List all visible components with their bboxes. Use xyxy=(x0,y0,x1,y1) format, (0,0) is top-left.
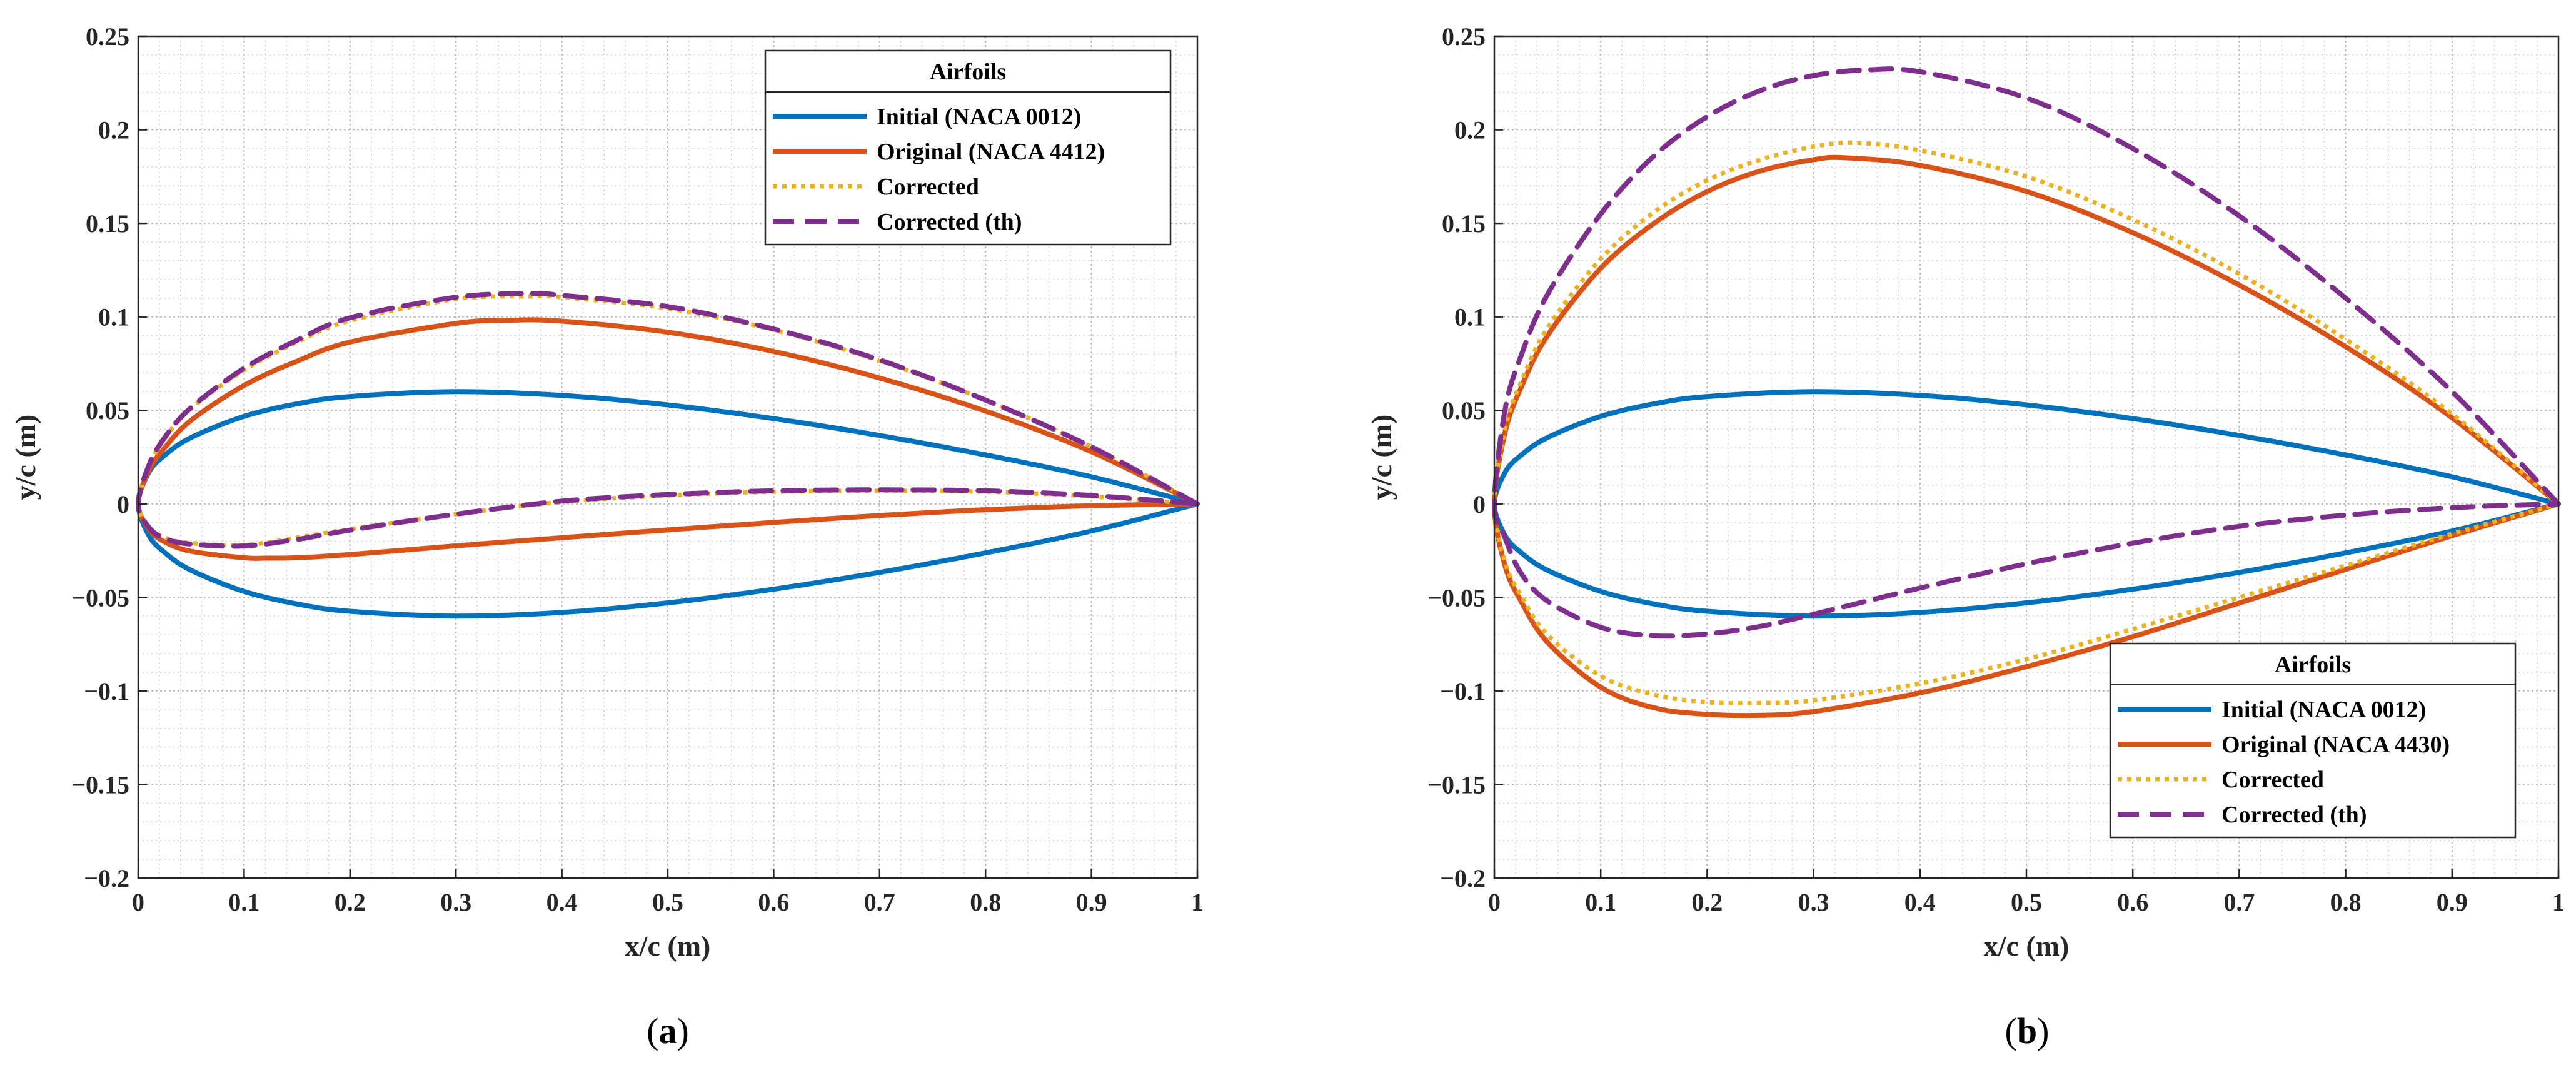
x-tick-label: 1 xyxy=(1191,888,1204,916)
y-tick-label: −0.2 xyxy=(1440,864,1486,892)
subfigure-label-a: (a) xyxy=(647,1011,689,1051)
y-tick-label: −0.1 xyxy=(1440,677,1486,705)
legend-label-corrected-th: Corrected (th) xyxy=(877,209,1022,235)
y-axis-label: y/c (m) xyxy=(9,415,41,500)
y-tick-label: −0.1 xyxy=(84,677,129,705)
tick-labels: 0 0.1 0.2 0.3 0.4 0.5 0.6 0.7 0.8 0.9 1 −0.2 −0.15 −0… xyxy=(71,23,1204,916)
x-tick-label: 0.7 xyxy=(864,888,895,916)
y-tick-label: 0 xyxy=(1473,490,1486,518)
x-tick-label: 0.6 xyxy=(2117,888,2148,916)
chart-panel-b: 0 0.1 0.2 0.3 0.4 0.5 0.6 0.7 0.8 0.9 1 −0.2 −0.15 −0… xyxy=(1366,23,2565,962)
legend-box xyxy=(2109,642,2517,839)
x-tick-label: 0.7 xyxy=(2223,888,2255,916)
x-tick-label: 0.6 xyxy=(758,888,789,916)
x-tick-label: 0.1 xyxy=(1585,888,1616,916)
x-tick-label: 0.1 xyxy=(228,888,259,916)
x-tick-label: 0.5 xyxy=(2011,888,2042,916)
x-tick-label: 0 xyxy=(132,888,144,916)
x-axis-label: x/c (m) xyxy=(625,930,711,962)
series-line-corrected-th xyxy=(1492,66,2561,639)
y-tick-label: 0.15 xyxy=(1442,209,1486,238)
x-axis-label: x/c (m) xyxy=(1984,930,2070,962)
subfigure-label-b: (b) xyxy=(2005,1011,2050,1051)
y-tick-label: 0.1 xyxy=(1454,303,1486,331)
x-tick-label: 0.4 xyxy=(1904,888,1936,916)
x-tick-label: 1 xyxy=(2552,888,2565,916)
x-tick-label: 0.2 xyxy=(1691,888,1723,916)
y-tick-label: 0.2 xyxy=(1454,116,1486,144)
y-tick-label: 0.25 xyxy=(86,23,129,51)
legend-label-original-naca-4430: Original (NACA 4430) xyxy=(2221,732,2450,758)
tick-labels: 0 0.1 0.2 0.3 0.4 0.5 0.6 0.7 0.8 0.9 1 −0.2 −0.15 −0… xyxy=(1427,23,2565,916)
subfigure-letter-a: a xyxy=(659,1011,677,1051)
x-tick-label: 0.3 xyxy=(1798,888,1829,916)
x-tick-label: 0.8 xyxy=(970,888,1001,916)
x-tick-label: 0.8 xyxy=(2330,888,2362,916)
x-tick-label: 0.9 xyxy=(1076,888,1107,916)
legend-label-initial-naca-0012: Initial (NACA 0012) xyxy=(877,104,1081,130)
y-tick-label: −0.15 xyxy=(1427,770,1486,799)
y-tick-label: 0.2 xyxy=(98,116,129,144)
y-tick-label: 0 xyxy=(117,490,129,518)
x-tick-label: 0.2 xyxy=(335,888,366,916)
y-tick-label: 0.05 xyxy=(1442,396,1486,425)
legend-box xyxy=(764,49,1172,246)
legend-label-initial-naca-0012: Initial (NACA 0012) xyxy=(2221,697,2426,723)
legend-label-corrected: Corrected xyxy=(2221,767,2324,793)
y-tick-label: −0.2 xyxy=(84,864,129,892)
x-tick-label: 0.4 xyxy=(546,888,578,916)
subfigure-letter-b: b xyxy=(2017,1011,2037,1051)
x-tick-label: 0.5 xyxy=(652,888,683,916)
x-tick-label: 0 xyxy=(1488,888,1501,916)
legend: Airfoils Initial (NACA 0012) Original (NAC… xyxy=(764,49,1172,246)
y-tick-label: −0.05 xyxy=(71,583,129,612)
legend: Airfoils Initial (NACA 0012) Original (NAC… xyxy=(2109,642,2517,839)
y-tick-label: −0.15 xyxy=(71,770,129,799)
y-tick-label: 0.15 xyxy=(86,209,129,238)
x-tick-label: 0.9 xyxy=(2437,888,2468,916)
series-line-initial-naca-0012 xyxy=(1492,389,2561,619)
y-tick-label: 0.25 xyxy=(1442,23,1486,51)
legend-label-original-naca-4412: Original (NACA 4412) xyxy=(877,139,1105,165)
y-tick-label: −0.05 xyxy=(1427,583,1486,612)
legend-label-corrected: Corrected xyxy=(877,174,979,200)
x-tick-label: 0.3 xyxy=(440,888,471,916)
series-line-corrected-th xyxy=(136,291,1200,549)
y-tick-label: 0.1 xyxy=(98,303,129,331)
chart-panel-a: 0 0.1 0.2 0.3 0.4 0.5 0.6 0.7 0.8 0.9 1 −0.2 −0.15 −0… xyxy=(9,23,1204,962)
legend-label-corrected-th: Corrected (th) xyxy=(2221,802,2367,828)
legend-title: Airfoils xyxy=(2275,652,2351,678)
y-tick-label: 0.05 xyxy=(86,396,129,425)
legend-title: Airfoils xyxy=(930,59,1006,85)
y-axis-label: y/c (m) xyxy=(1366,415,1397,500)
